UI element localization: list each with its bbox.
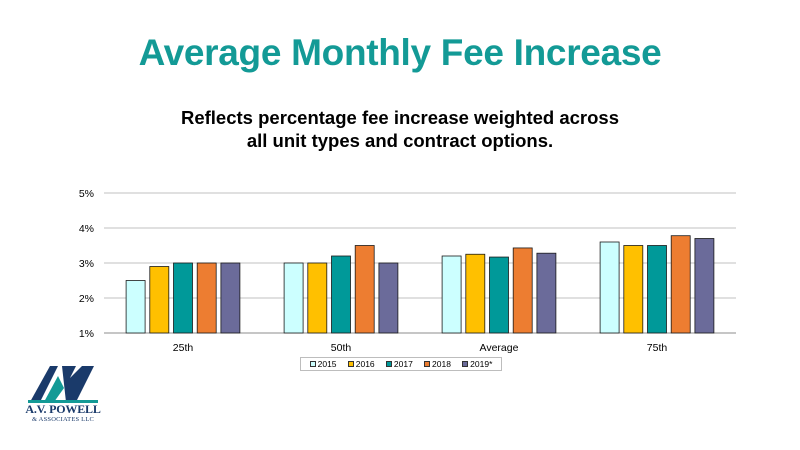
bar-2017-75th (647, 245, 667, 334)
legend-swatch (309, 361, 316, 367)
legend-item: 2017 (385, 359, 413, 369)
bar-2019-50th (378, 262, 399, 334)
bar-2019-75th (694, 238, 715, 334)
y-tick-label: 3% (79, 258, 94, 270)
legend-swatch (385, 361, 392, 367)
bar-2017-average (489, 256, 509, 334)
bar-2015-25th (125, 280, 146, 334)
legend-item: 2015 (309, 359, 337, 369)
legend-swatch (347, 361, 354, 367)
bar-2016-50th (307, 262, 328, 334)
legend-swatch (424, 361, 431, 367)
bar-2015-50th (283, 262, 304, 334)
legend-item: 2019* (462, 359, 492, 369)
bar-2016-25th (149, 266, 170, 334)
legend-label: 2019* (470, 359, 493, 369)
bar-2018-50th (354, 245, 375, 334)
bar-2018-average (512, 247, 533, 334)
chart-legend: 2015 2016 2017 2018 2019* (300, 357, 502, 371)
legend-label: 2015 (317, 359, 337, 369)
bar-2017-25th (173, 262, 193, 334)
y-tick-label: 2% (79, 293, 94, 305)
bar-2018-75th (670, 235, 691, 334)
avp-logo-mark-icon (28, 366, 98, 403)
page-subtitle: Reflects percentage fee increase weighte… (0, 106, 800, 152)
bar-2016-75th (623, 245, 644, 334)
y-tick-label: 5% (79, 188, 94, 200)
page-title: Average Monthly Fee Increase (138, 32, 662, 73)
logo-line-2: & ASSOCIATES LLC (31, 416, 95, 423)
bar-2019-25th (220, 262, 241, 334)
legend-label: 2018 (432, 359, 451, 369)
y-tick-label: 1% (79, 328, 94, 340)
legend-item: 2018 (424, 359, 451, 369)
company-logo: A.V. POWELL & ASSOCIATES LLC (24, 362, 102, 430)
legend-label: 2016 (355, 359, 375, 369)
bar-2015-average (441, 255, 462, 334)
subtitle-line-1: Reflects percentage fee increase weighte… (180, 107, 620, 128)
x-tick-label: 75th (647, 342, 668, 354)
legend-swatch (462, 361, 469, 367)
bar-2016-average (465, 253, 486, 334)
x-tick-label: Average (480, 342, 519, 354)
subtitle-line-2: all unit types and contract options. (246, 130, 554, 151)
bar-2015-75th (599, 241, 620, 334)
x-tick-label: 50th (331, 342, 352, 354)
legend-item: 2016 (347, 359, 375, 369)
legend-label: 2017 (393, 359, 413, 369)
bar-2017-50th (331, 255, 351, 334)
bar-2018-25th (196, 262, 217, 334)
bar-2019-average (536, 252, 557, 334)
y-tick-label: 4% (79, 223, 94, 235)
logo-line-1: A.V. POWELL (25, 402, 101, 416)
x-tick-label: 25th (173, 342, 194, 354)
